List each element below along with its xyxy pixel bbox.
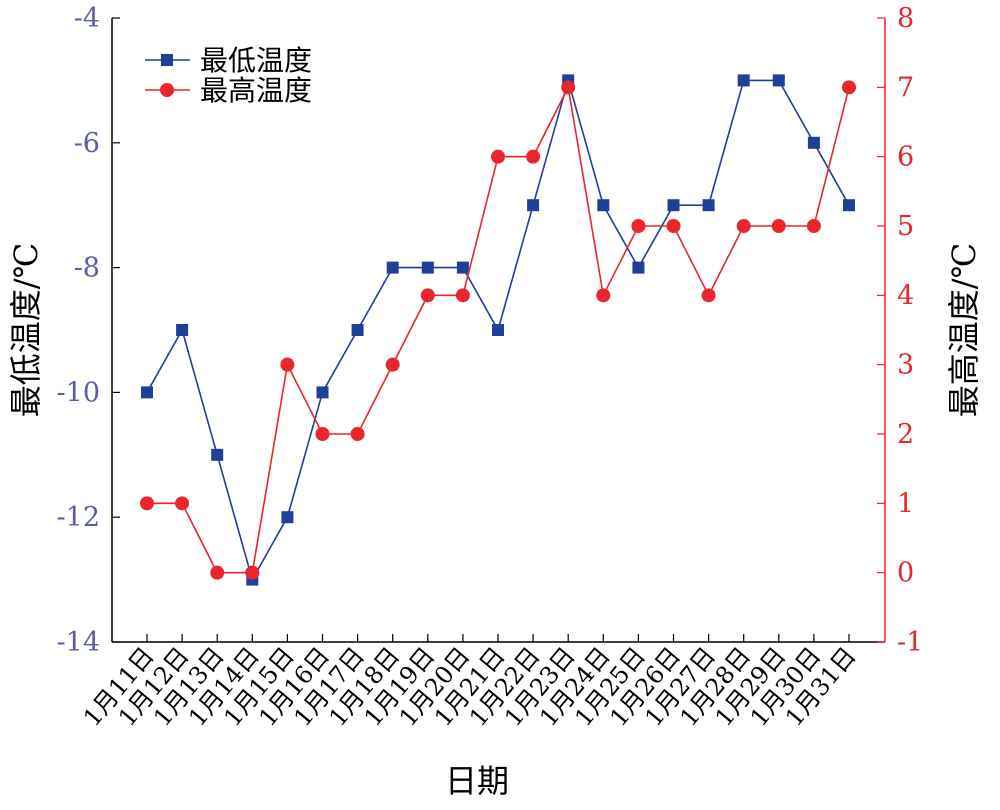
data-point-min-temp [351, 324, 364, 336]
data-point-max-temp [771, 219, 786, 233]
legend-marker-max-temp [160, 83, 174, 97]
y-right-tick-label: 4 [897, 280, 914, 311]
data-point-min-temp [176, 324, 189, 336]
data-point-max-temp [666, 219, 681, 233]
y-left-tick-label: -4 [74, 3, 100, 34]
data-point-min-temp [141, 386, 153, 399]
data-point-min-temp [632, 261, 645, 274]
data-point-min-temp [597, 199, 610, 212]
y-left-tick-label: -8 [74, 253, 100, 284]
data-point-max-temp [315, 427, 330, 441]
data-point-max-temp [385, 357, 400, 372]
y-left-tick-label: -14 [57, 627, 100, 658]
y-right-tick-label: 0 [897, 558, 914, 589]
data-point-max-temp [280, 357, 295, 372]
y-axis-left-title: 最低温度/℃ [7, 243, 45, 418]
data-point-min-temp [211, 448, 224, 461]
data-point-min-temp [807, 136, 820, 149]
data-point-max-temp [175, 496, 190, 511]
x-axis-title: 日期 [445, 762, 509, 800]
data-point-min-temp [737, 74, 750, 87]
y-right-tick-label: 6 [897, 142, 914, 173]
data-point-max-temp [806, 219, 821, 233]
legend: 最低温度 最高温度 [145, 44, 312, 107]
data-point-max-temp [350, 427, 365, 441]
axes: -14-12-10-8-6-4-10123456781月11日1月12日1月13… [57, 3, 924, 732]
data-point-min-temp [421, 261, 434, 274]
y-right-tick-label: 2 [897, 419, 914, 450]
y-left-tick-label: -6 [74, 128, 100, 159]
y-left-tick-label: -10 [57, 377, 100, 408]
data-point-min-temp [316, 386, 329, 399]
data-point-min-temp [386, 261, 399, 274]
data-point-max-temp [736, 219, 751, 233]
data-point-max-temp [701, 288, 716, 303]
y-right-tick-label: 1 [897, 488, 914, 519]
y-right-tick-label: -1 [897, 627, 923, 658]
data-point-min-temp [281, 511, 294, 524]
data-point-max-temp [455, 288, 470, 303]
data-point-max-temp [596, 288, 611, 303]
data-point-min-temp [702, 199, 715, 212]
data-point-min-temp [456, 261, 469, 274]
data-point-max-temp [631, 219, 646, 233]
y-right-tick-label: 3 [897, 350, 914, 381]
data-point-max-temp [491, 149, 505, 164]
legend-marker-min-temp [161, 54, 173, 66]
data-point-max-temp [245, 565, 260, 580]
data-point-min-temp [843, 199, 855, 212]
series-layer [140, 74, 856, 586]
legend-label-min-temp: 最低温度 [200, 44, 312, 77]
data-point-max-temp [526, 149, 541, 164]
data-point-max-temp [842, 80, 856, 95]
legend-label-max-temp: 最高温度 [200, 74, 312, 107]
data-point-min-temp [667, 199, 680, 212]
data-point-min-temp [527, 199, 540, 212]
y-axis-right-title: 最高温度/℃ [945, 243, 983, 418]
y-right-tick-label: 7 [897, 72, 914, 103]
data-point-min-temp [492, 324, 504, 336]
data-point-max-temp [561, 80, 576, 95]
data-point-max-temp [140, 496, 154, 511]
y-right-tick-label: 8 [897, 3, 914, 34]
data-point-max-temp [210, 565, 225, 580]
y-left-tick-label: -12 [57, 502, 100, 533]
data-point-min-temp [772, 74, 785, 87]
data-point-max-temp [420, 288, 435, 303]
y-right-tick-label: 5 [897, 211, 914, 242]
